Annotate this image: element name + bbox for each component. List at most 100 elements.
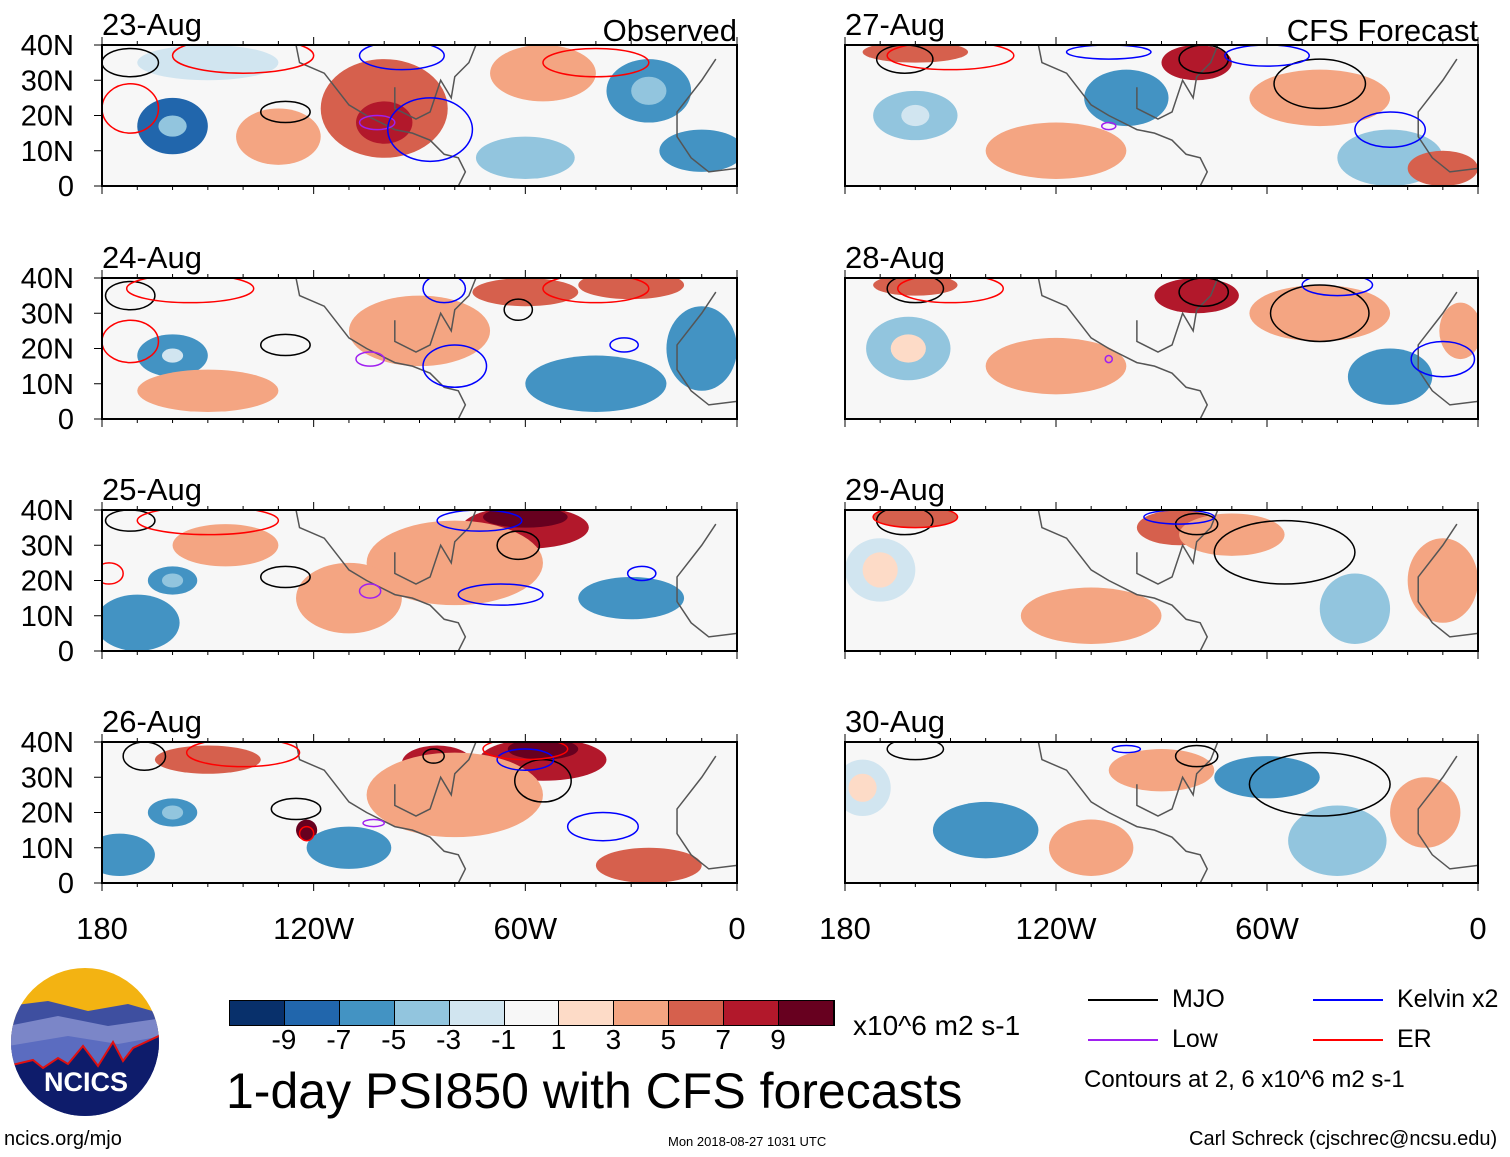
ncics-logo: NCICS [11, 968, 159, 1116]
colorbar-swatch [669, 1001, 725, 1025]
lon-tick-label: 0 [728, 911, 745, 946]
anomaly-region [1390, 777, 1461, 848]
panel-source-label: CFS Forecast [1287, 13, 1479, 48]
anomaly-region [595, 847, 702, 883]
lat-tick-label: 0 [58, 404, 74, 436]
panel-date: 27-Aug [845, 7, 945, 42]
anomaly-region [137, 369, 279, 412]
lat-tick-label: 0 [58, 868, 74, 900]
map-panel-29-Aug: 29-Aug [844, 472, 1479, 659]
anomaly-region [1249, 69, 1391, 127]
credit: Carl Schreck (cjschrec@ncsu.edu) [1189, 1128, 1498, 1150]
lat-tick-label: 20N [21, 566, 74, 598]
panel-source-label: Observed [603, 13, 737, 48]
anomaly-region [932, 801, 1039, 859]
coastline [676, 58, 737, 173]
anomaly-region [490, 45, 596, 102]
map-panels: 23-Aug Observed40N30N20N10N024-Aug40N30N2… [21, 7, 1487, 946]
lat-tick-label: 0 [58, 171, 74, 203]
anomaly-region [1347, 348, 1433, 405]
kelvin-contour [422, 278, 467, 304]
legend-item: Low [1088, 1025, 1218, 1054]
colorbar-swatch [614, 1001, 670, 1025]
anomaly-region [631, 76, 667, 105]
coastline [295, 45, 467, 186]
mjo-contour [1273, 58, 1367, 110]
lon-tick-label: 180 [819, 911, 871, 946]
mjo-contour [503, 298, 534, 322]
anomaly-region [1407, 538, 1478, 623]
anomaly-region [1288, 805, 1387, 876]
kelvin-contour [1065, 45, 1152, 60]
anomaly-region [1249, 285, 1391, 342]
colorbar-swatch [724, 1001, 780, 1025]
lat-tick-label: 10N [21, 369, 74, 401]
coastline [1136, 45, 1219, 120]
anomaly-region [296, 819, 318, 841]
coastline [676, 523, 737, 638]
anomaly-region [475, 136, 575, 179]
mjo-contour [270, 797, 322, 821]
anomaly-region [356, 101, 413, 144]
anomaly-region [1407, 150, 1478, 186]
lat-tick-label: 40N [21, 495, 74, 527]
colorbar [229, 1000, 835, 1026]
map-panel-30-Aug: 30-Aug 180 120W 60W 0 [819, 704, 1486, 946]
er-contour [171, 45, 315, 74]
panel-date: 23-Aug [102, 7, 202, 42]
mjo-contour [514, 758, 572, 803]
coastline [676, 291, 737, 406]
lat-tick-label: 40N [21, 727, 74, 759]
anomaly-region [985, 122, 1127, 179]
legend-label: Low [1172, 1025, 1218, 1053]
coastline [1136, 742, 1219, 817]
lon-tick-label: 120W [1016, 911, 1098, 946]
colorbar-tick-label: -5 [381, 1024, 407, 1055]
lat-tick-label: 30N [21, 65, 74, 97]
anomaly-region [1161, 45, 1232, 81]
lon-tick-label: 60W [1235, 911, 1299, 946]
site-link[interactable]: ncics.org/mjo [4, 1128, 122, 1150]
er-contour [136, 510, 280, 536]
mjo-contour [1213, 519, 1356, 585]
kelvin-contour [1354, 111, 1427, 148]
anomaly-region [901, 104, 930, 127]
legend-label: ER [1397, 1025, 1432, 1053]
lat-tick-label: 30N [21, 762, 74, 794]
er-contour [872, 510, 959, 529]
coastline [295, 278, 467, 419]
mjo-contour [260, 565, 311, 589]
legend-label: MJO [1172, 985, 1225, 1013]
kelvin-contour [436, 510, 523, 532]
anomaly-region [666, 306, 737, 391]
kelvin-contour [422, 344, 488, 389]
lat-tick-label: 20N [21, 798, 74, 830]
legend: MJO Kelvin x2 Low ER [1088, 985, 1508, 1065]
panel-date: 30-Aug [845, 704, 945, 739]
mjo-contour [1174, 744, 1219, 768]
colorbar-labels: -9 -7 -5 -3 -1 1 3 5 7 9 [229, 1024, 833, 1058]
anomaly-region [1048, 819, 1134, 876]
er-contour [886, 45, 1015, 71]
kelvin-contour [1224, 45, 1310, 67]
anomaly-region [1020, 587, 1162, 644]
lon-tick-label: 120W [273, 911, 355, 946]
coastline [394, 742, 477, 817]
anomaly-region [348, 295, 491, 367]
coastline [676, 755, 737, 870]
low-contour [358, 114, 396, 131]
er-contour [125, 278, 255, 304]
kelvin-contour [566, 811, 639, 842]
coastline [1136, 278, 1219, 353]
low-contour [362, 818, 385, 828]
low-contour [1104, 354, 1114, 364]
panel-date: 29-Aug [845, 472, 945, 507]
low-contour [1100, 121, 1117, 131]
lat-tick-label: 30N [21, 530, 74, 562]
logo-text: NCICS [44, 1067, 128, 1097]
anomaly-region [306, 826, 392, 869]
colorbar-swatch [779, 1001, 834, 1025]
